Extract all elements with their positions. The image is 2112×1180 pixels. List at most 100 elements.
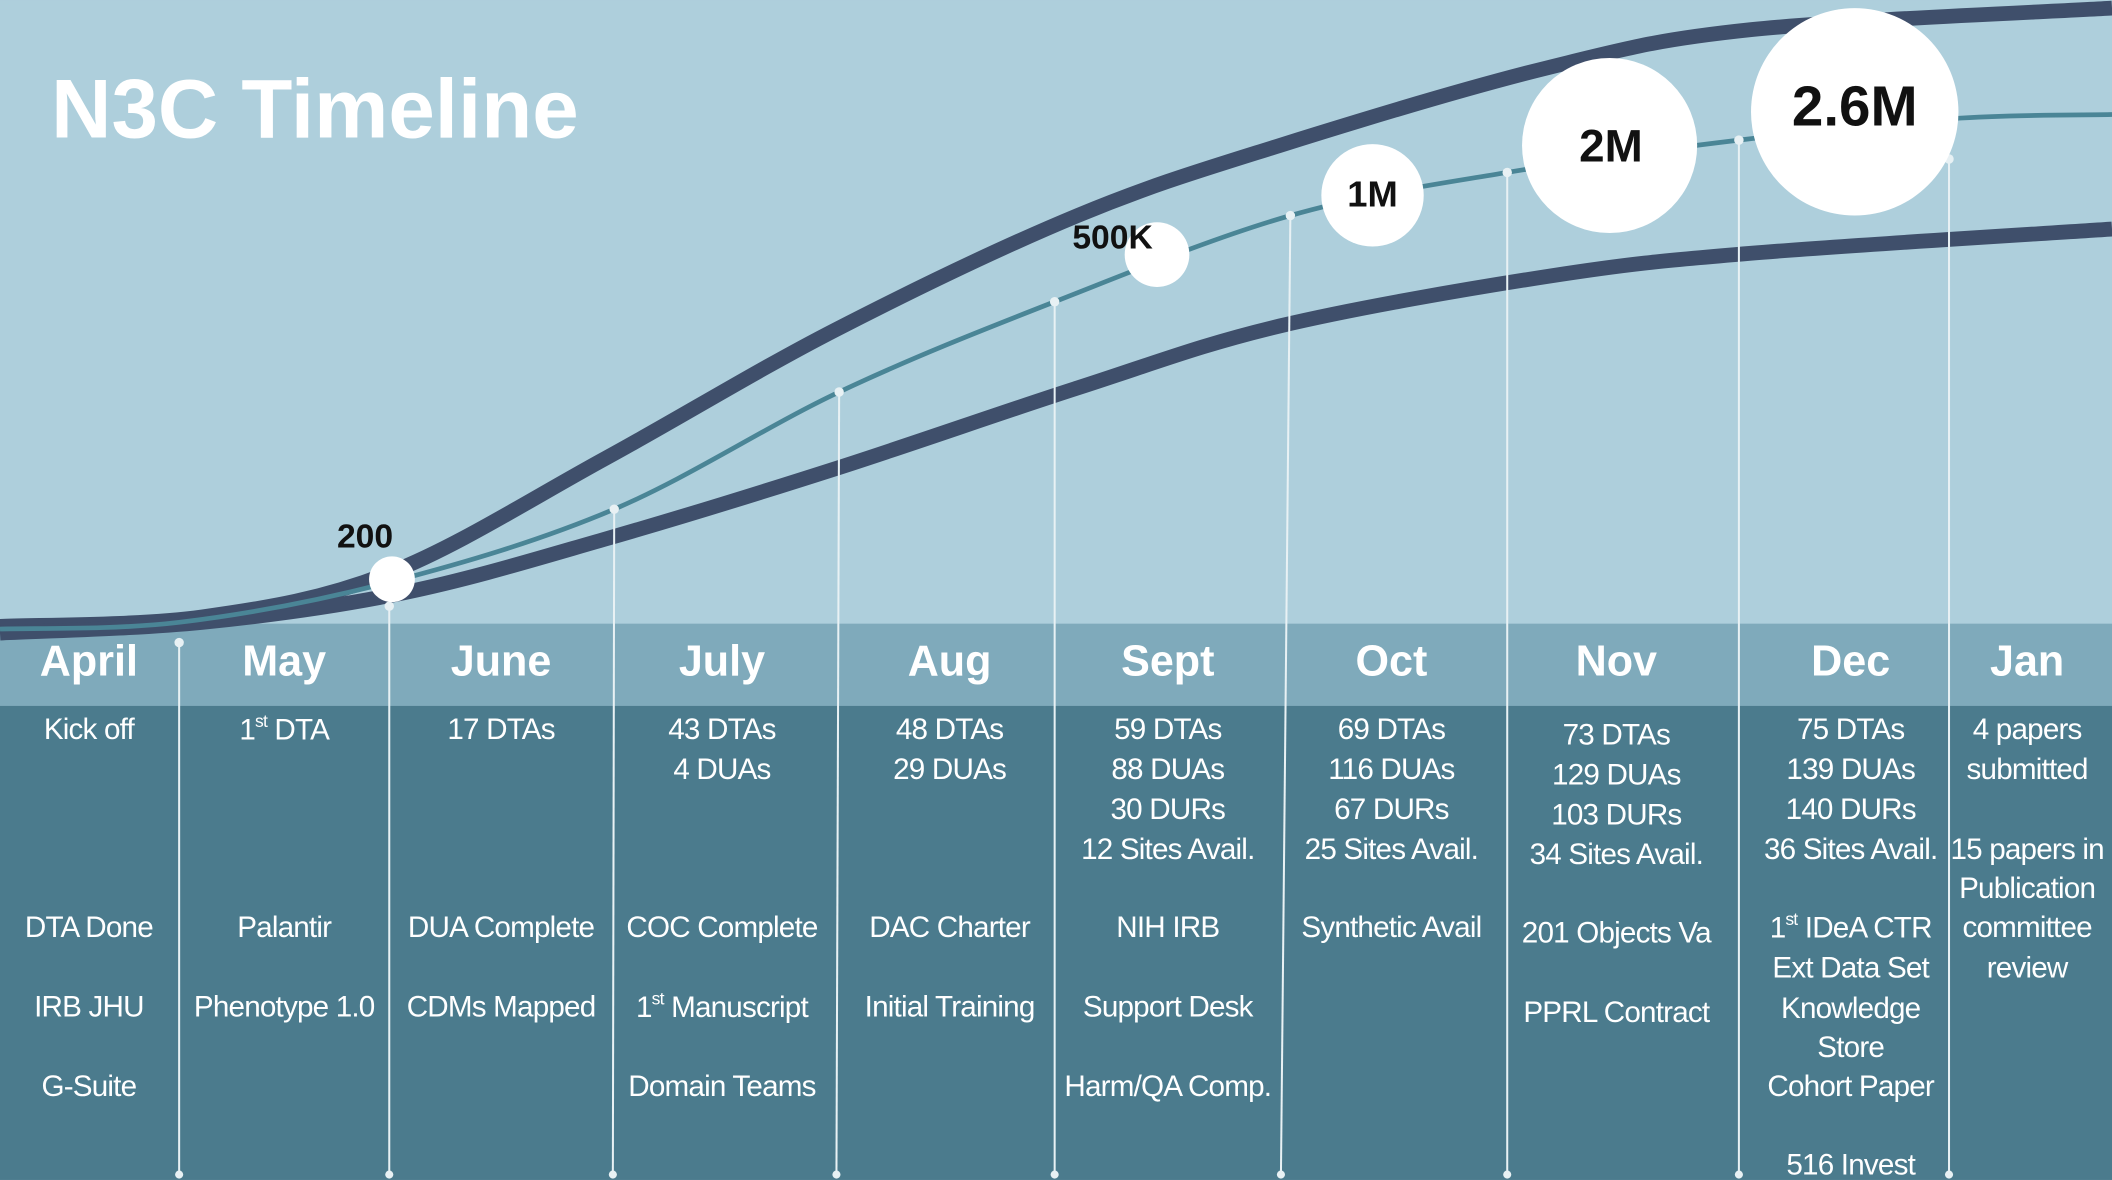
event-line: Initial Training (865, 991, 1035, 1024)
event-line: CDMs Mapped (407, 991, 596, 1024)
upper-curve (0, 0, 2112, 634)
divider (835, 391, 841, 1175)
count-line: 29 DUAs (893, 753, 1006, 786)
lower-curve (0, 221, 2112, 641)
count-line: 1st DTA (239, 711, 330, 747)
divider-dot (1049, 297, 1060, 307)
month-label: July (679, 637, 765, 685)
count-line: 36 Sites Avail. (1764, 833, 1937, 866)
divider-dot (1050, 1170, 1059, 1179)
event-line: DAC Charter (869, 911, 1031, 944)
milestone-label: 2.6M (1792, 74, 1918, 137)
month-label: June (451, 637, 552, 685)
event-line: 201 Objects Va (1522, 917, 1712, 950)
count-line: 12 Sites Avail. (1081, 833, 1254, 866)
count-line: 4 DUAs (673, 753, 770, 786)
event-line: Domain Teams (628, 1070, 815, 1103)
month-label: May (242, 637, 326, 685)
divider-dot (385, 1170, 394, 1179)
divider-dot (1276, 1170, 1285, 1179)
month-label: April (40, 637, 138, 685)
event-line: Cohort Paper (1767, 1070, 1934, 1103)
month-band (0, 623, 2112, 706)
event-line: PPRL Contract (1523, 996, 1711, 1029)
month-label: Oct (1355, 637, 1427, 685)
content: 200 500K 1M 2M 2.6M April Kick off DTA Done IRB … (25, 8, 2105, 1180)
divider-dot (175, 1170, 184, 1179)
event-line: Harm/QA Comp. (1064, 1070, 1271, 1103)
title: N3C Timeline (51, 61, 578, 155)
count-line: 43 DTAs (668, 713, 775, 746)
month-label: Jan (1990, 637, 2064, 685)
event-line: Publication (1959, 872, 2095, 905)
count-line: 4 papers (1973, 713, 2082, 746)
divider-dot (832, 1170, 841, 1179)
milestone-label: 2M (1579, 121, 1643, 172)
divider-dot (1734, 135, 1744, 145)
count-line: 88 DUAs (1111, 753, 1224, 786)
milestone-bubble (1522, 57, 1698, 234)
milestone-label: 500K (1072, 220, 1152, 257)
count-line: Kick off (44, 713, 136, 746)
event-line: Synthetic Avail (1301, 911, 1481, 944)
count-line: 139 DUAs (1786, 753, 1915, 786)
divider-dot (608, 1170, 617, 1179)
count-line: 129 DUAs (1552, 759, 1681, 792)
divider-dot (1503, 1170, 1512, 1179)
month-label: Aug (908, 637, 992, 685)
divider-dot (1734, 1170, 1743, 1179)
event-line: IRB JHU (34, 991, 144, 1024)
event-line: Knowledge (1781, 992, 1921, 1025)
divider (1279, 215, 1292, 1175)
divider-dot (384, 601, 394, 611)
divider (611, 509, 616, 1175)
month-label: Nov (1576, 637, 1657, 685)
event-line: DTA Done (25, 911, 153, 944)
event-line: 516 Invest (1786, 1148, 1916, 1180)
count-line: 69 DTAs (1338, 713, 1445, 746)
month-label: Sept (1121, 637, 1214, 685)
milestone-label: 1M (1347, 173, 1398, 214)
detail-panel (0, 705, 2112, 1180)
event-line: review (1987, 952, 2069, 985)
event-line: Store (1817, 1031, 1884, 1064)
event-line: Ext Data Set (1772, 952, 1930, 985)
count-line: 17 DTAs (447, 713, 554, 746)
event-line: Support Desk (1083, 991, 1254, 1024)
divider-dot (174, 637, 184, 648)
count-line: 48 DTAs (896, 713, 1003, 746)
count-line: 59 DTAs (1114, 713, 1221, 746)
milestone-label: 200 (337, 519, 393, 556)
divider-dot (1944, 1170, 1954, 1179)
count-line: 103 DURs (1551, 798, 1681, 831)
event-line: 1st Manuscript (636, 988, 809, 1024)
event-line: DUA Complete (408, 911, 595, 944)
milestone-bubble (1751, 8, 1959, 216)
event-line: COC Complete (626, 911, 817, 944)
divider-dot (609, 504, 619, 514)
count-line: 34 Sites Avail. (1530, 838, 1703, 871)
count-line: 67 DURs (1334, 793, 1449, 826)
event-line: Phenotype 1.0 (194, 991, 375, 1024)
milestone-bubble (369, 556, 415, 603)
milestone-bubble (1124, 222, 1190, 287)
divider-dot (1285, 210, 1296, 221)
milestone-bubble (1321, 144, 1424, 247)
count-line: 116 DUAs (1328, 753, 1454, 786)
count-line: 30 DURs (1111, 793, 1226, 826)
event-line: committee (1962, 911, 2092, 944)
divider-dot (1502, 167, 1512, 178)
event-line: Palantir (237, 911, 332, 944)
count-line: 75 DTAs (1797, 713, 1904, 746)
event-line: NIH IRB (1116, 911, 1219, 944)
divider-dot (834, 387, 844, 397)
count-line: submitted (1967, 753, 2088, 786)
month-label: Dec (1811, 637, 1890, 685)
count-line: 140 DURs (1786, 793, 1916, 826)
event-line: 1st IDeA CTR (1770, 909, 1932, 945)
count-line: 73 DTAs (1563, 719, 1670, 752)
event-line: G-Suite (42, 1070, 137, 1103)
event-line: 15 papers in (1950, 833, 2103, 866)
